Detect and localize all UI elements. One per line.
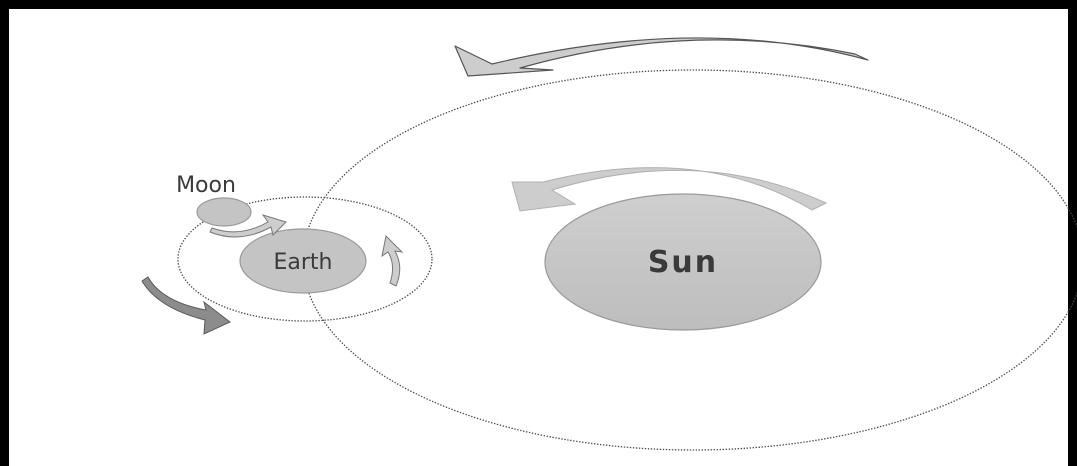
moon-label: Moon: [176, 173, 236, 198]
moon-orbit-around-earth: [177, 196, 433, 322]
moon-circle: [196, 197, 252, 227]
earth-orbit-around-sun: [302, 69, 1077, 451]
earth-orbit-direction-arrow: [141, 276, 231, 335]
sun-circle: [544, 193, 822, 331]
earth-circle: [239, 228, 367, 294]
moon-revolution-arrow: [209, 214, 287, 238]
earth-label: Earth: [274, 250, 333, 275]
sun-label: Sun: [648, 245, 718, 280]
sun-rotation-arrow: [511, 167, 828, 212]
earth-rotation-arrow: [381, 234, 404, 287]
earth-revolution-arrow: [454, 37, 869, 77]
